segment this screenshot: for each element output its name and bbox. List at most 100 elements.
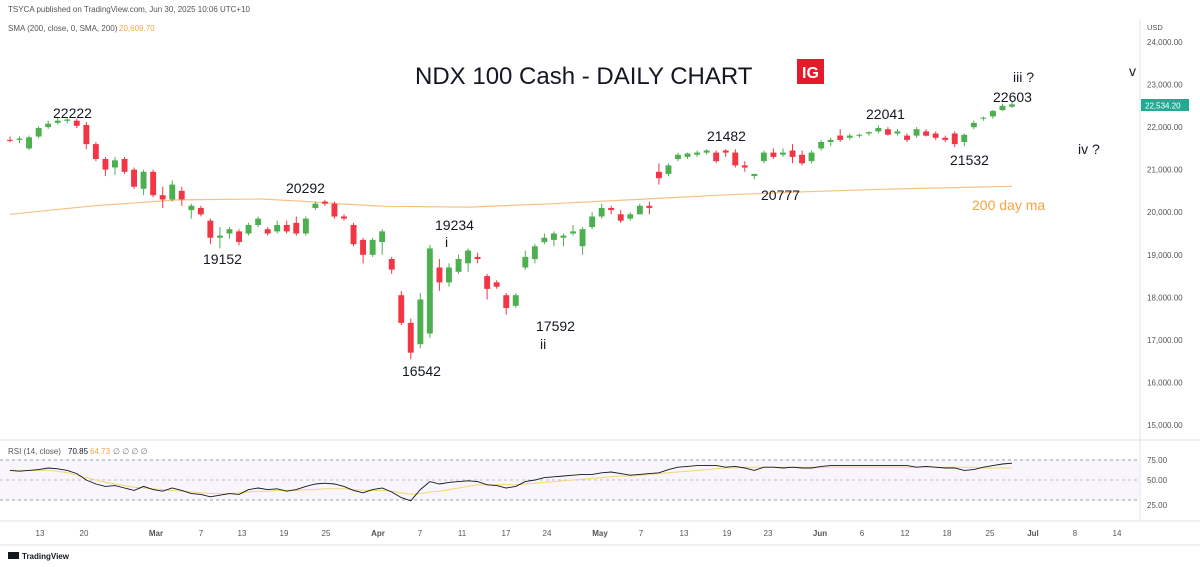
candle [560,233,567,247]
candle [970,120,977,130]
candle [64,118,71,124]
sma-200-path [9,185,1013,215]
time-tick: 7 [418,529,423,538]
time-tick: 17 [502,529,511,538]
candle [885,127,891,136]
candle [951,131,958,147]
time-tick: 24 [543,529,552,538]
time-tick: 13 [680,529,689,538]
candle [341,214,347,221]
candle [780,148,786,157]
wave-ii: ii [540,336,546,352]
level-20292: 20292 [286,180,325,196]
candle [45,120,52,129]
price-tick: 15,000.00 [1147,421,1183,430]
candle [789,144,796,164]
price-tick: 22,000.00 [1147,123,1183,132]
rsi-line [9,462,1013,502]
candle [541,233,548,245]
candle [102,156,109,177]
candle [827,137,834,147]
candle [264,227,271,236]
candle [904,133,910,142]
candle [770,148,777,159]
wave-iii: iii ? [1013,69,1034,85]
candle [932,131,939,140]
candle [92,142,99,162]
price-tick: 16,000.00 [1147,378,1183,387]
candle [140,169,147,196]
candle [818,139,825,151]
time-tick: 13 [238,529,247,538]
time-tick: Jul [1027,529,1039,538]
time-tick: 25 [986,529,995,538]
candle [188,203,195,219]
currency-label: USD [1147,23,1163,32]
rsi-tick-75: 75.00 [1147,456,1168,465]
candle [121,156,128,174]
candle [360,237,366,264]
candle [1009,101,1015,108]
time-tick: 25 [322,529,331,538]
candle [379,229,386,255]
candle [312,201,319,211]
tradingview-logo: TradingView [8,552,70,561]
candle [369,237,376,257]
candle [512,293,519,308]
level-21532: 21532 [950,152,989,168]
candle [665,163,672,177]
sma-value: 20,609.70 [119,24,155,33]
candle [446,263,452,287]
candle [579,227,586,255]
candle [112,156,118,175]
candle [236,229,242,246]
candle [417,293,424,349]
candle [713,150,720,164]
time-tick: 23 [764,529,773,538]
candle [846,133,853,140]
candle [570,225,576,236]
candle [484,273,491,300]
rsi-tick-50: 50.00 [1147,476,1168,485]
candle [990,110,996,119]
candle [16,136,23,144]
candle [474,252,481,264]
time-tick: Mar [149,529,163,538]
candle [197,205,204,217]
candle [26,135,32,151]
candle [741,161,748,172]
candle [283,220,290,234]
price-tick: 18,000.00 [1147,293,1183,302]
time-tick: 20 [80,529,89,538]
price-tick: 20,000.00 [1147,208,1183,217]
time-tick: 6 [860,529,865,538]
candle [531,244,538,264]
level-17592: 17592 [536,318,575,334]
candle [598,203,605,219]
level-16542: 16542 [402,363,441,379]
candle [646,201,653,215]
ig-logo: IG [797,59,824,84]
last-price-tag: 22,534.20 [1141,99,1189,111]
candle [350,222,357,247]
candle [617,210,624,223]
candle [837,129,844,142]
time-tick: 7 [639,529,644,538]
rsi-label: RSI (14, close) [8,447,61,456]
price-tick: 23,000.00 [1147,81,1183,90]
level-19152: 19152 [203,251,242,267]
ma-label: 200 day ma [972,197,1045,213]
candle [426,244,433,338]
time-tick: 11 [458,529,467,538]
candle [331,201,338,219]
candle [694,150,700,157]
rsi-ma-line [10,466,1012,495]
level-22603: 22603 [993,89,1032,105]
candle [245,222,252,236]
candle [961,133,968,147]
candle [608,205,615,215]
wave-v: v [1129,63,1136,79]
tradingview-brand: TradingView [22,552,70,561]
candle [455,254,462,274]
rsi-extra: ∅ ∅ ∅ ∅ [113,447,148,456]
